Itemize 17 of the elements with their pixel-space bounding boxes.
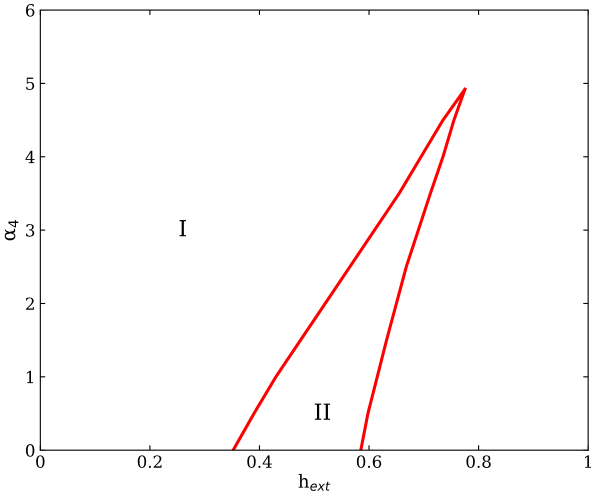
x-tick-label: 0.2 [138, 455, 162, 468]
x-tick-label: 0.6 [356, 455, 382, 468]
y-tick-label: 0 [26, 444, 34, 457]
y-tick-label: 6 [26, 4, 34, 17]
x-tick-label: 1 [584, 455, 592, 468]
y-tick-label: 2 [26, 297, 34, 310]
x-tick-label: 0.4 [247, 455, 272, 468]
y-tick-label: 3 [26, 224, 34, 237]
x-tick-label: 0.8 [466, 455, 491, 468]
y-axis-title: α$_{4}$ [4, 220, 18, 240]
y-tick-label: 4 [25, 150, 35, 164]
annotation: II [314, 404, 330, 420]
annotation: I [180, 220, 186, 236]
y-tick-label: 5 [26, 78, 34, 90]
y-tick-label: 1 [26, 370, 34, 384]
x-tick-label: 0 [36, 455, 45, 468]
x-axis-title: h$_{ext}$ [298, 474, 330, 491]
